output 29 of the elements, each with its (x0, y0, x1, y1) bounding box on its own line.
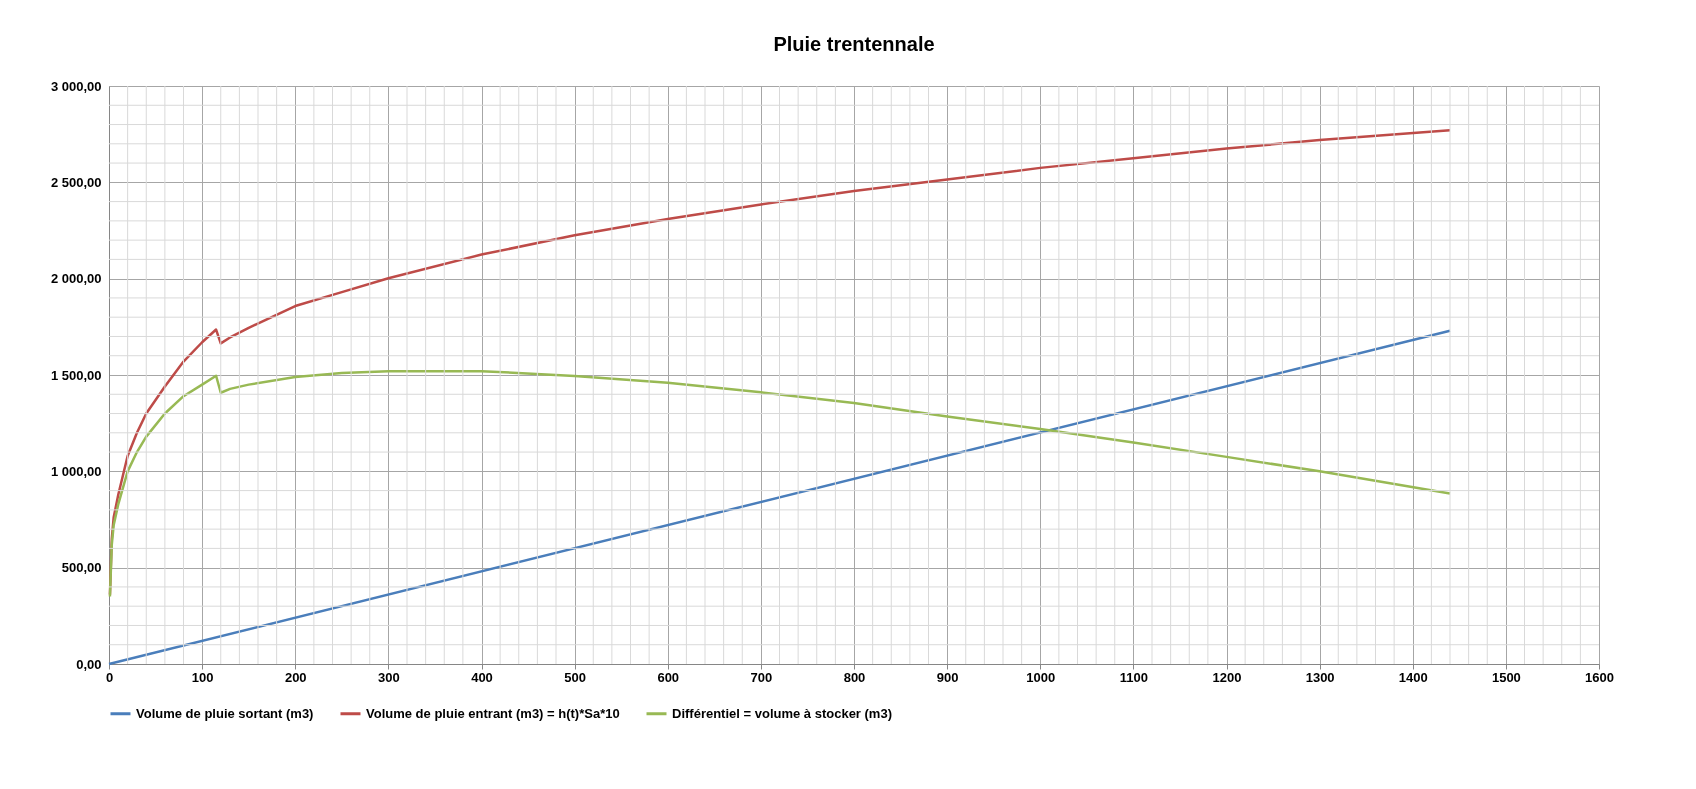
chart-title: Pluie trentennale (773, 33, 935, 55)
y-tick-label: 1 500,00 (50, 367, 102, 383)
x-tick-label: 1200 (1212, 669, 1242, 685)
x-tick-label: 100 (191, 669, 214, 685)
x-tick-label: 200 (284, 669, 307, 685)
y-tick-label: 0,00 (76, 656, 102, 672)
x-tick-label: 1300 (1305, 669, 1335, 685)
legend-label: Volume de pluie sortant (m3) (136, 705, 314, 721)
x-tick-label: 1100 (1119, 669, 1148, 685)
y-tick-label: 1 000,00 (50, 463, 102, 479)
y-tick-label: 3 000,00 (50, 78, 102, 94)
x-tick-label: 1400 (1398, 669, 1428, 685)
y-tick-label: 2 000,00 (50, 271, 102, 287)
x-tick-label: 900 (936, 669, 959, 685)
x-tick-label: 1600 (1585, 669, 1614, 685)
line-series (108, 369, 1452, 598)
x-tick-label: 500 (564, 669, 586, 685)
x-tick-label: 300 (378, 669, 400, 685)
legend-label: Différentiel = volume à stocker (m3) (672, 705, 892, 721)
x-tick-label: 800 (843, 669, 866, 685)
x-tick-label: 700 (750, 669, 773, 685)
x-tick-label: 1500 (1491, 669, 1521, 685)
x-tick-label: 0 (105, 669, 114, 685)
y-tick-label: 2 500,00 (50, 174, 102, 190)
x-tick-label: 600 (657, 669, 680, 685)
legend-label: Volume de pluie entrant (m3) = h(t)*Sa*10 (366, 705, 620, 721)
x-tick-label: 400 (471, 669, 493, 685)
y-tick-label: 500,00 (61, 560, 102, 576)
x-tick-label: 1000 (1026, 669, 1056, 685)
